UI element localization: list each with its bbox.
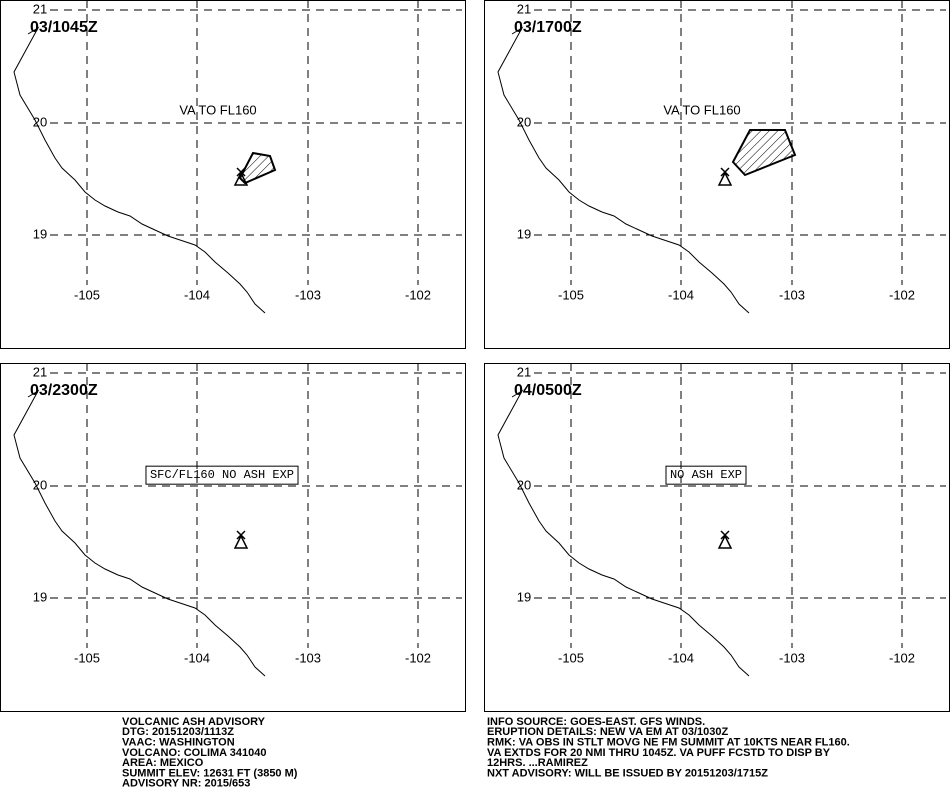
map-panel: 21 20 19 -105 -104 -103 -102 03/1700Z VA TO FL16… <box>484 0 950 349</box>
info-line: VOLCANIC ASH ADVISORY <box>122 716 266 728</box>
lon-label: -103 <box>779 650 805 665</box>
panel-border <box>484 0 950 349</box>
coastline <box>497 26 750 314</box>
valid-time: 04/0500Z <box>514 382 582 399</box>
lat-label: 19 <box>517 226 531 241</box>
info-line: RMK: VA OBS IN STLT MOVG NE FM SUMMIT AT… <box>487 737 850 749</box>
lon-label: -102 <box>405 287 431 302</box>
valid-time: 03/1700Z <box>514 19 582 36</box>
panel-border <box>484 363 950 712</box>
lon-label: -104 <box>184 287 210 302</box>
panel-border <box>0 363 466 712</box>
lon-label: -103 <box>295 650 321 665</box>
lon-label: -104 <box>184 650 210 665</box>
info-line: ADVISORY NR: 2015/653 <box>122 778 250 790</box>
lon-label: -103 <box>779 287 805 302</box>
lat-label: 20 <box>517 114 531 129</box>
annotation: SFC/FL160 NO ASH EXP <box>150 468 294 482</box>
info-line: INFO SOURCE: GOES-EAST. GFS WINDS. <box>487 716 705 728</box>
lon-label: -105 <box>558 650 584 665</box>
ash-cloud <box>731 129 797 177</box>
lat-label: 21 <box>517 1 531 16</box>
annotation-box <box>145 465 299 485</box>
lat-label: 21 <box>33 364 47 379</box>
annotation: VA TO FL160 <box>663 102 740 117</box>
lon-label: -102 <box>889 287 915 302</box>
info-line: AREA: MEXICO <box>122 757 204 769</box>
lat-label: 20 <box>33 114 47 129</box>
annotation: VA TO FL160 <box>179 102 256 117</box>
volcano-symbol <box>717 167 733 186</box>
info-line: 12HRS. ...RAMIREZ <box>487 757 588 769</box>
info-line: ERUPTION DETAILS: NEW VA EM AT 03/1030Z <box>487 726 728 738</box>
lon-label: -103 <box>295 287 321 302</box>
info-line: SUMMIT ELEV: 12631 FT (3850 M) <box>122 767 298 779</box>
volcano-symbol <box>233 167 249 186</box>
panel-border <box>0 0 466 349</box>
lon-label: -105 <box>74 650 100 665</box>
lat-label: 20 <box>33 477 47 492</box>
coastline <box>13 389 266 677</box>
valid-time: 03/1045Z <box>30 19 98 36</box>
info-line: NXT ADVISORY: WILL BE ISSUED BY 20151203… <box>487 767 768 779</box>
map-panel: 21 20 19 -105 -104 -103 -102 04/0500Z NO ASH EXP <box>484 363 950 712</box>
lon-label: -104 <box>668 650 694 665</box>
annotation-box <box>665 465 747 485</box>
lon-label: -102 <box>405 650 431 665</box>
lon-label: -105 <box>558 287 584 302</box>
info-line: VOLCANO: COLIMA 341040 <box>122 747 266 759</box>
volcano-symbol <box>233 530 249 549</box>
ash-cloud <box>238 151 277 185</box>
valid-time: 03/2300Z <box>30 382 98 399</box>
map-panel: 21 20 19 -105 -104 -103 -102 03/1045Z VA TO FL16… <box>0 0 466 349</box>
lon-label: -104 <box>668 287 694 302</box>
info-line: DTG: 20151203/1113Z <box>122 726 234 738</box>
lat-label: 19 <box>33 226 47 241</box>
coastline <box>13 26 266 314</box>
lon-label: -105 <box>74 287 100 302</box>
volcano-symbol <box>717 530 733 549</box>
info-line: VA EXTDS FOR 20 NMI THRU 1045Z. VA PUFF … <box>487 747 831 759</box>
lat-label: 20 <box>517 477 531 492</box>
map-panel: 21 20 19 -105 -104 -103 -102 03/2300Z SFC/FL160 … <box>0 363 466 712</box>
lat-label: 19 <box>33 589 47 604</box>
annotation: NO ASH EXP <box>670 468 742 482</box>
lon-label: -102 <box>889 650 915 665</box>
info-line: VAAC: WASHINGTON <box>122 737 235 749</box>
lat-label: 21 <box>517 364 531 379</box>
lat-label: 21 <box>33 1 47 16</box>
lat-label: 19 <box>517 589 531 604</box>
coastline <box>497 389 750 677</box>
